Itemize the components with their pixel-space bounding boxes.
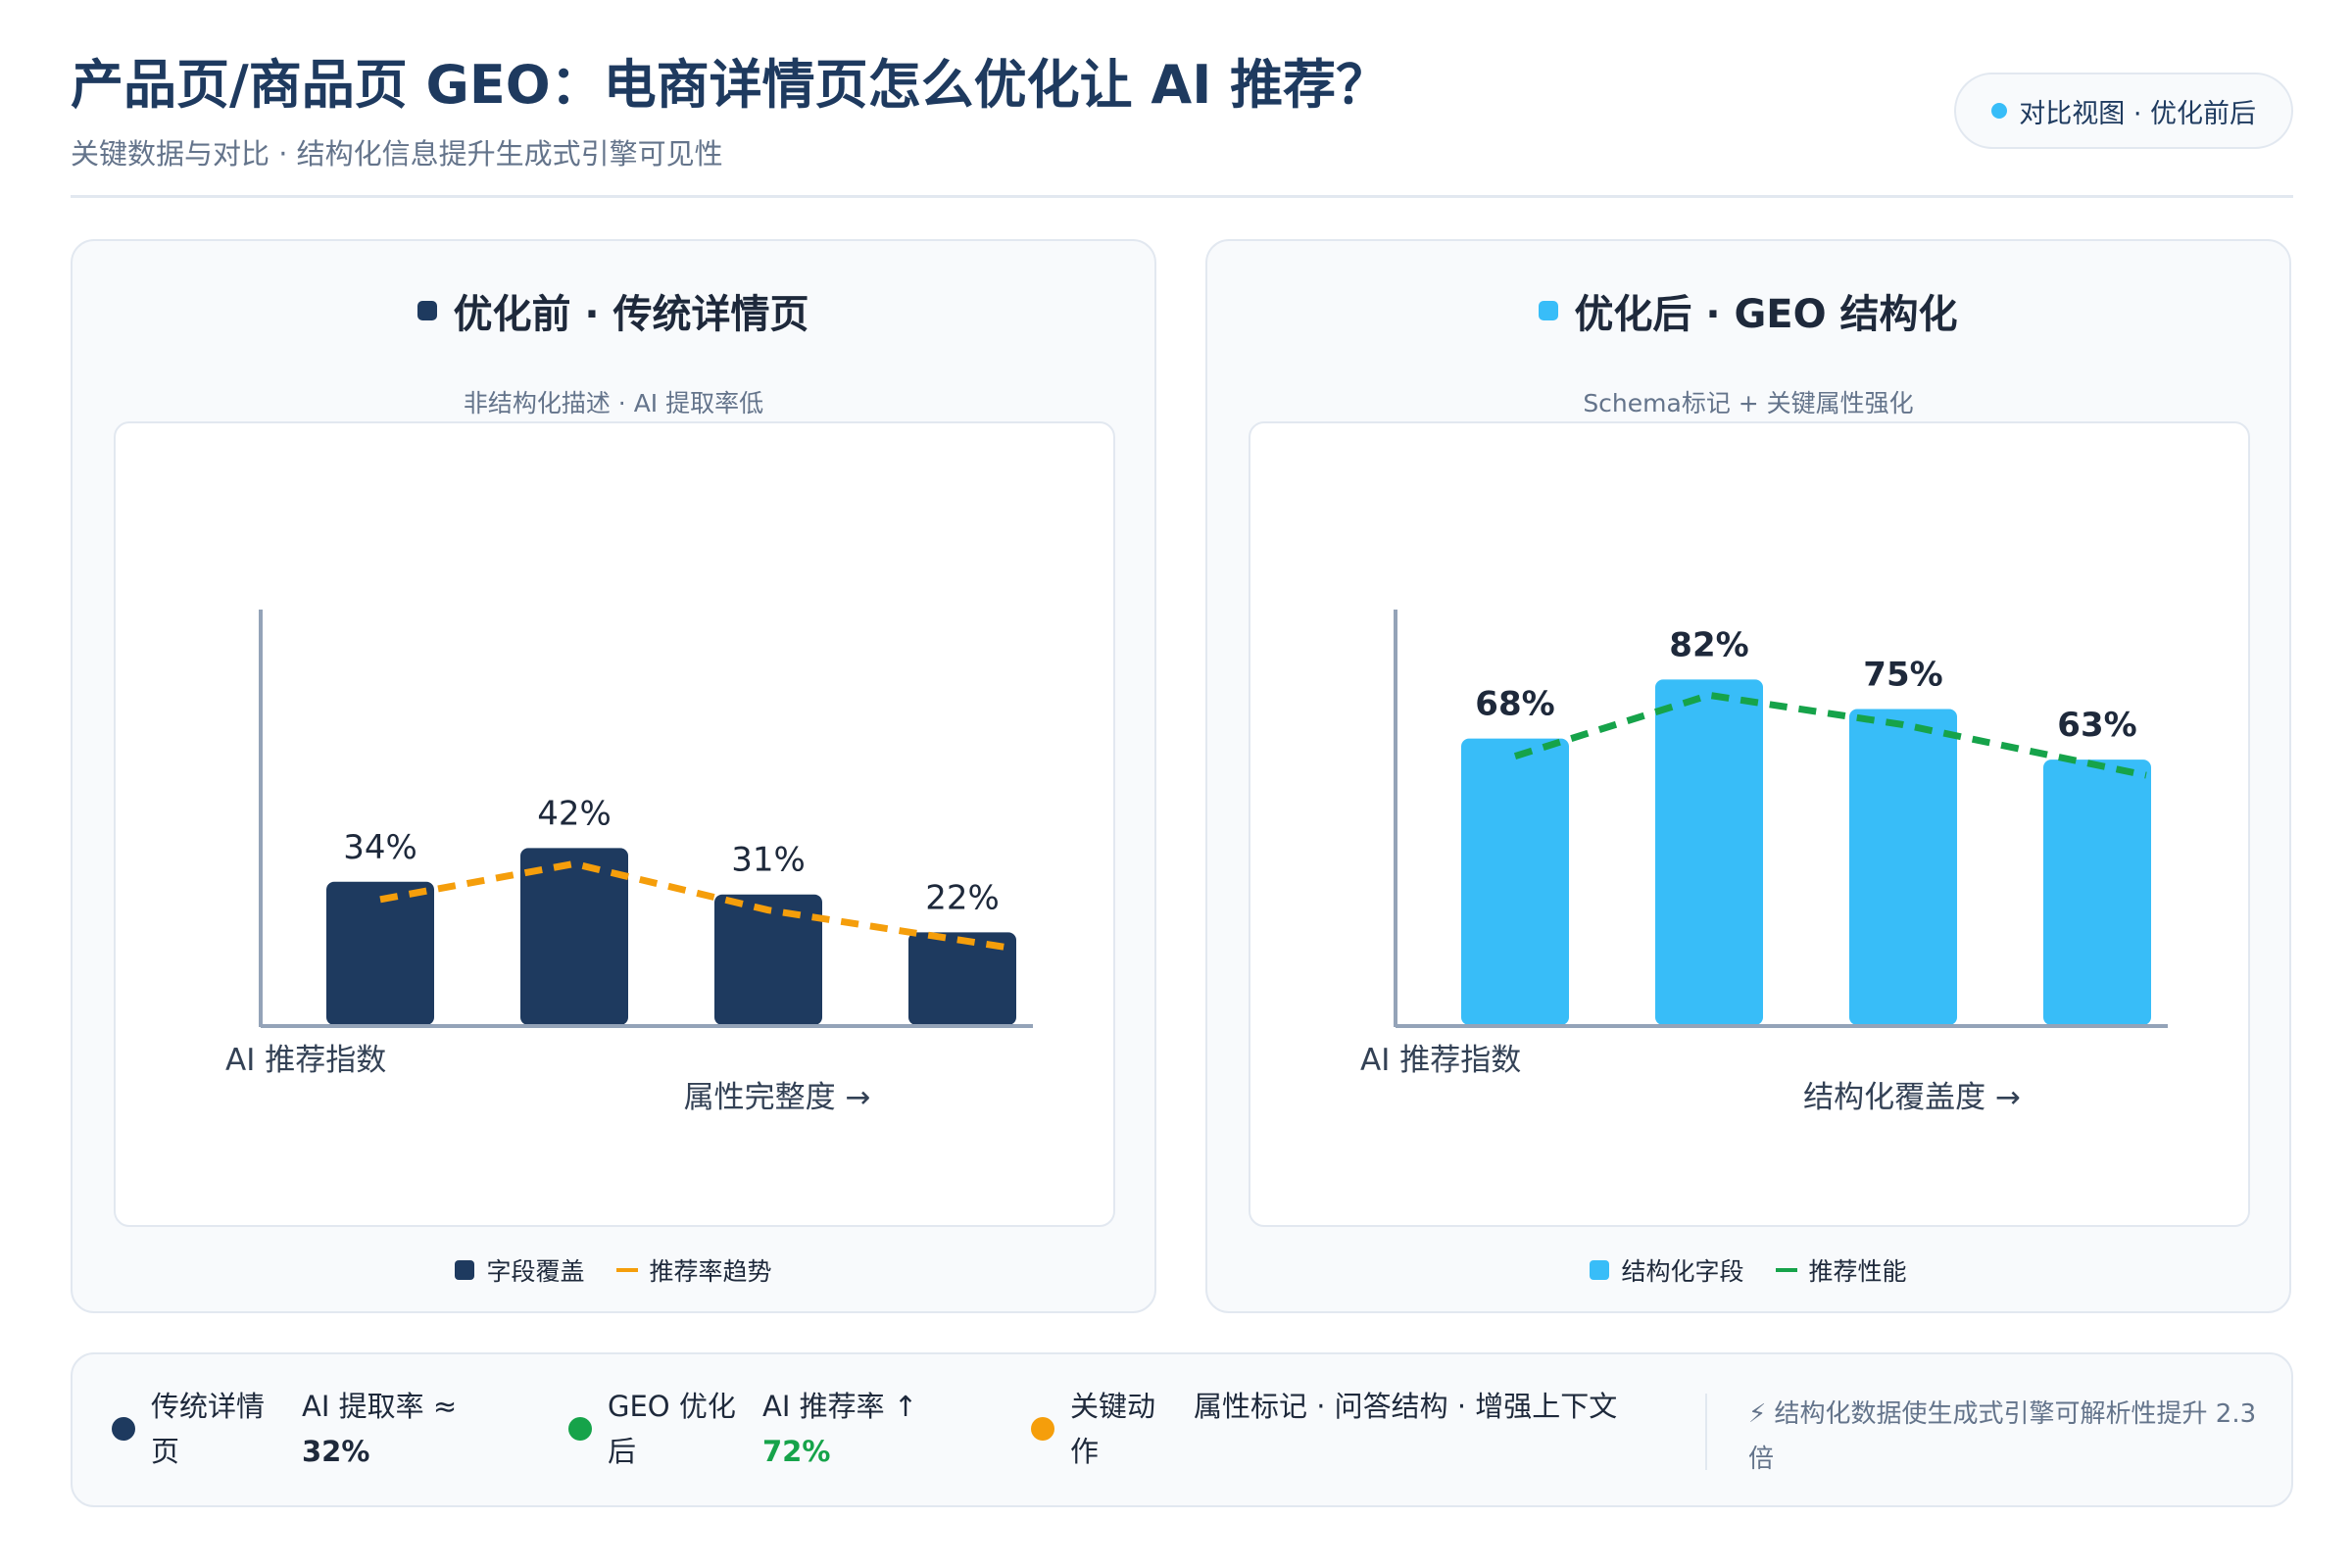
trend-line bbox=[379, 859, 1012, 952]
legend-line-swatch-icon bbox=[615, 1268, 638, 1272]
chart-bar bbox=[2043, 760, 2151, 1025]
legend-before-bar-label: 字段覆盖 bbox=[486, 1257, 585, 1286]
summary-dot-icon bbox=[112, 1417, 135, 1441]
chart-bar bbox=[520, 848, 628, 1025]
bar-value-label: 68% bbox=[1475, 685, 1554, 724]
bar-value-label: 42% bbox=[537, 794, 612, 833]
y-axis-label: AI 推荐指数 bbox=[1360, 1043, 1521, 1078]
page-header: 产品页/商品页 GEO：电商详情页怎么优化让 AI 推荐？ 关键数据与对比 · … bbox=[71, 51, 2293, 198]
page-title: 产品页/商品页 GEO：电商详情页怎么优化让 AI 推荐？ bbox=[71, 54, 1390, 116]
chart-bar bbox=[714, 894, 822, 1025]
summary-item-label: 传统详情页 bbox=[151, 1390, 266, 1468]
panel-before-title-text: 优化前 · 传统详情页 bbox=[453, 292, 809, 337]
legend-bar-swatch-icon bbox=[455, 1260, 475, 1280]
panel-before: 优化前 · 传统详情页 非结构化描述 · AI 提取率低 34% 42% 31% 22… bbox=[71, 239, 1156, 1313]
chart-bar bbox=[326, 881, 434, 1025]
panel-after-subtitle: Schema标记 + 关键属性强化 bbox=[1583, 389, 1914, 417]
legend-after-bar: 结构化字段 bbox=[1590, 1252, 1744, 1288]
chart-bar bbox=[908, 932, 1016, 1025]
legend-before-bar: 字段覆盖 bbox=[455, 1252, 585, 1288]
chart-before-plot-area: 34% 42% 31% 22% AI 推荐指数属性完整度 → bbox=[114, 421, 1115, 1227]
bar-value-label: 31% bbox=[731, 841, 806, 880]
bar-value-label: 63% bbox=[2057, 706, 2136, 745]
panel-after-dot-icon bbox=[1539, 301, 1559, 320]
chart-bar bbox=[1461, 738, 1569, 1025]
panel-after: 优化后 · GEO 结构化 Schema标记 + 关键属性强化 68% 82% 75… bbox=[1205, 239, 2291, 1313]
summary-item-metric: AI 提取率 ≈ 32% bbox=[302, 1384, 498, 1474]
trend-line bbox=[1513, 691, 2147, 779]
summary-item-label: 关键动作 bbox=[1070, 1390, 1156, 1468]
summary-item-label: GEO 优化后 bbox=[608, 1390, 736, 1468]
summary-bar: 传统详情页 AI 提取率 ≈ 32% GEO 优化后 AI 推荐率 ↑ 72% … bbox=[71, 1352, 2293, 1507]
summary-dot-icon bbox=[568, 1417, 592, 1441]
chart-after-plot-area: 68% 82% 75% 63% AI 推荐指数结构化覆盖度 → bbox=[1249, 421, 2250, 1227]
bar-value-label: 82% bbox=[1669, 625, 1748, 664]
summary-note: ⚡ 结构化数据使生成式引擎可解析性提升 2.3 倍 bbox=[1748, 1399, 2257, 1474]
bar-value-label: 75% bbox=[1863, 656, 1942, 695]
legend-line-swatch-icon bbox=[1775, 1268, 1797, 1272]
chart-bar bbox=[1849, 709, 1957, 1025]
bar-value-label: 22% bbox=[925, 878, 1000, 917]
panel-before-dot-icon bbox=[417, 301, 438, 320]
view-tag-label: 对比视图 · 优化前后 bbox=[2019, 98, 2256, 129]
summary-item-metric: AI 推荐率 ↑ 72% bbox=[762, 1384, 958, 1474]
legend-before: 字段覆盖 推荐率趋势 bbox=[73, 1252, 1154, 1288]
x-axis-label: 结构化覆盖度 → bbox=[1803, 1080, 2021, 1115]
panel-after-title: 优化后 · GEO 结构化 bbox=[1207, 282, 2289, 339]
legend-after-line: 推荐性能 bbox=[1775, 1252, 1907, 1288]
legend-after-bar-label: 结构化字段 bbox=[1621, 1257, 1744, 1286]
summary-item-metric: 属性标记 · 问答结构 · 增强上下文 bbox=[1194, 1390, 1618, 1423]
x-axis-label: 属性完整度 → bbox=[684, 1080, 871, 1115]
page-subtitle: 关键数据与对比 · 结构化信息提升生成式引擎可见性 bbox=[71, 137, 723, 171]
legend-after-line-label: 推荐性能 bbox=[1808, 1257, 1907, 1286]
legend-after: 结构化字段 推荐性能 bbox=[1207, 1252, 2289, 1288]
summary-metric-value: 32% bbox=[302, 1435, 370, 1468]
bar-value-label: 34% bbox=[343, 828, 417, 867]
panel-before-subtitle: 非结构化描述 · AI 提取率低 bbox=[463, 389, 764, 417]
legend-before-line-label: 推荐率趋势 bbox=[649, 1257, 772, 1286]
panel-after-title-text: 优化后 · GEO 结构化 bbox=[1574, 292, 1958, 337]
summary-metric-prefix: AI 推荐率 ↑ bbox=[762, 1390, 918, 1423]
summary-metric-value: 72% bbox=[762, 1435, 831, 1468]
chart-bar bbox=[1655, 679, 1763, 1025]
panel-before-title: 优化前 · 传统详情页 bbox=[73, 282, 1154, 339]
summary-divider bbox=[1705, 1394, 1707, 1470]
tag-dot-icon bbox=[1991, 103, 2008, 119]
summary-dot-icon bbox=[1031, 1417, 1054, 1441]
legend-bar-swatch-icon bbox=[1590, 1260, 1610, 1280]
y-axis-label: AI 推荐指数 bbox=[225, 1043, 386, 1078]
view-tag[interactable]: 对比视图 · 优化前后 bbox=[1954, 73, 2293, 149]
legend-before-line: 推荐率趋势 bbox=[615, 1252, 772, 1288]
summary-metric-prefix: AI 提取率 ≈ bbox=[302, 1390, 458, 1423]
